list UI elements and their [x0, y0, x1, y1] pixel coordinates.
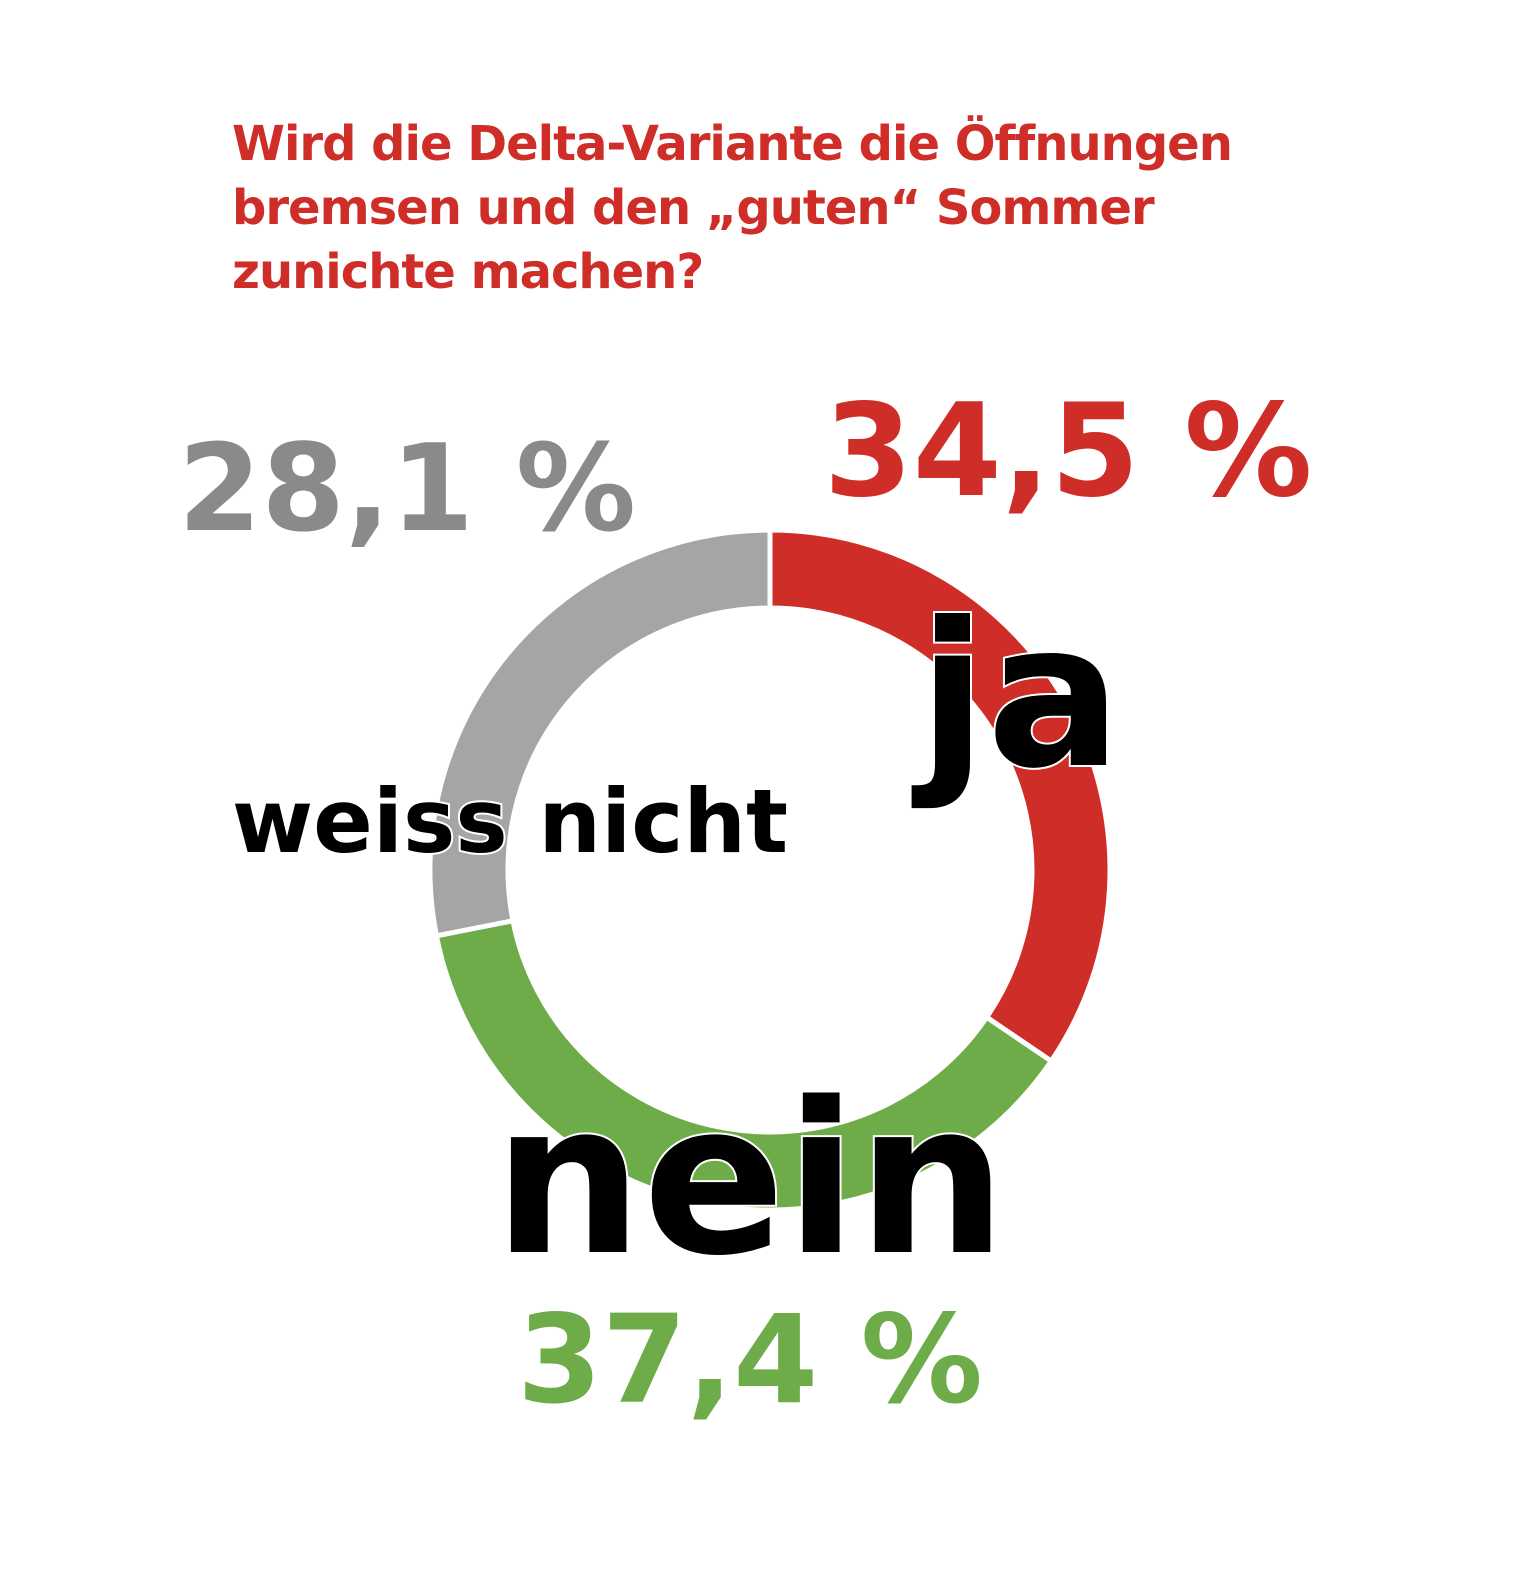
- category-label-nein: nein: [493, 1057, 1006, 1302]
- donut-slices: [427, 527, 1113, 1213]
- value-label-weiss-nicht: 28,1 %: [178, 420, 636, 559]
- donut-slice-nein: [433, 917, 1055, 1213]
- category-label-ja: ja: [911, 580, 1122, 813]
- value-label-ja: 34,5 %: [824, 377, 1313, 526]
- donut-labels: ja weiss nicht nein 34,5 % 28,1 % 37,4 %: [178, 377, 1312, 1431]
- title-line-3: zunichte machen?: [232, 244, 704, 300]
- title-line-2: bremsen und den „guten“ Sommer: [232, 180, 1155, 236]
- donut-slice-ja: [767, 527, 1113, 1065]
- value-label-nein: 37,4 %: [517, 1289, 983, 1431]
- donut-slice-weiss-nicht: [427, 527, 773, 939]
- category-label-weiss-nicht: weiss nicht: [232, 770, 788, 873]
- title-line-1: Wird die Delta-Variante die Öffnungen: [232, 116, 1233, 172]
- chart-title: Wird die Delta-Variante die Öffnungen br…: [232, 112, 1312, 304]
